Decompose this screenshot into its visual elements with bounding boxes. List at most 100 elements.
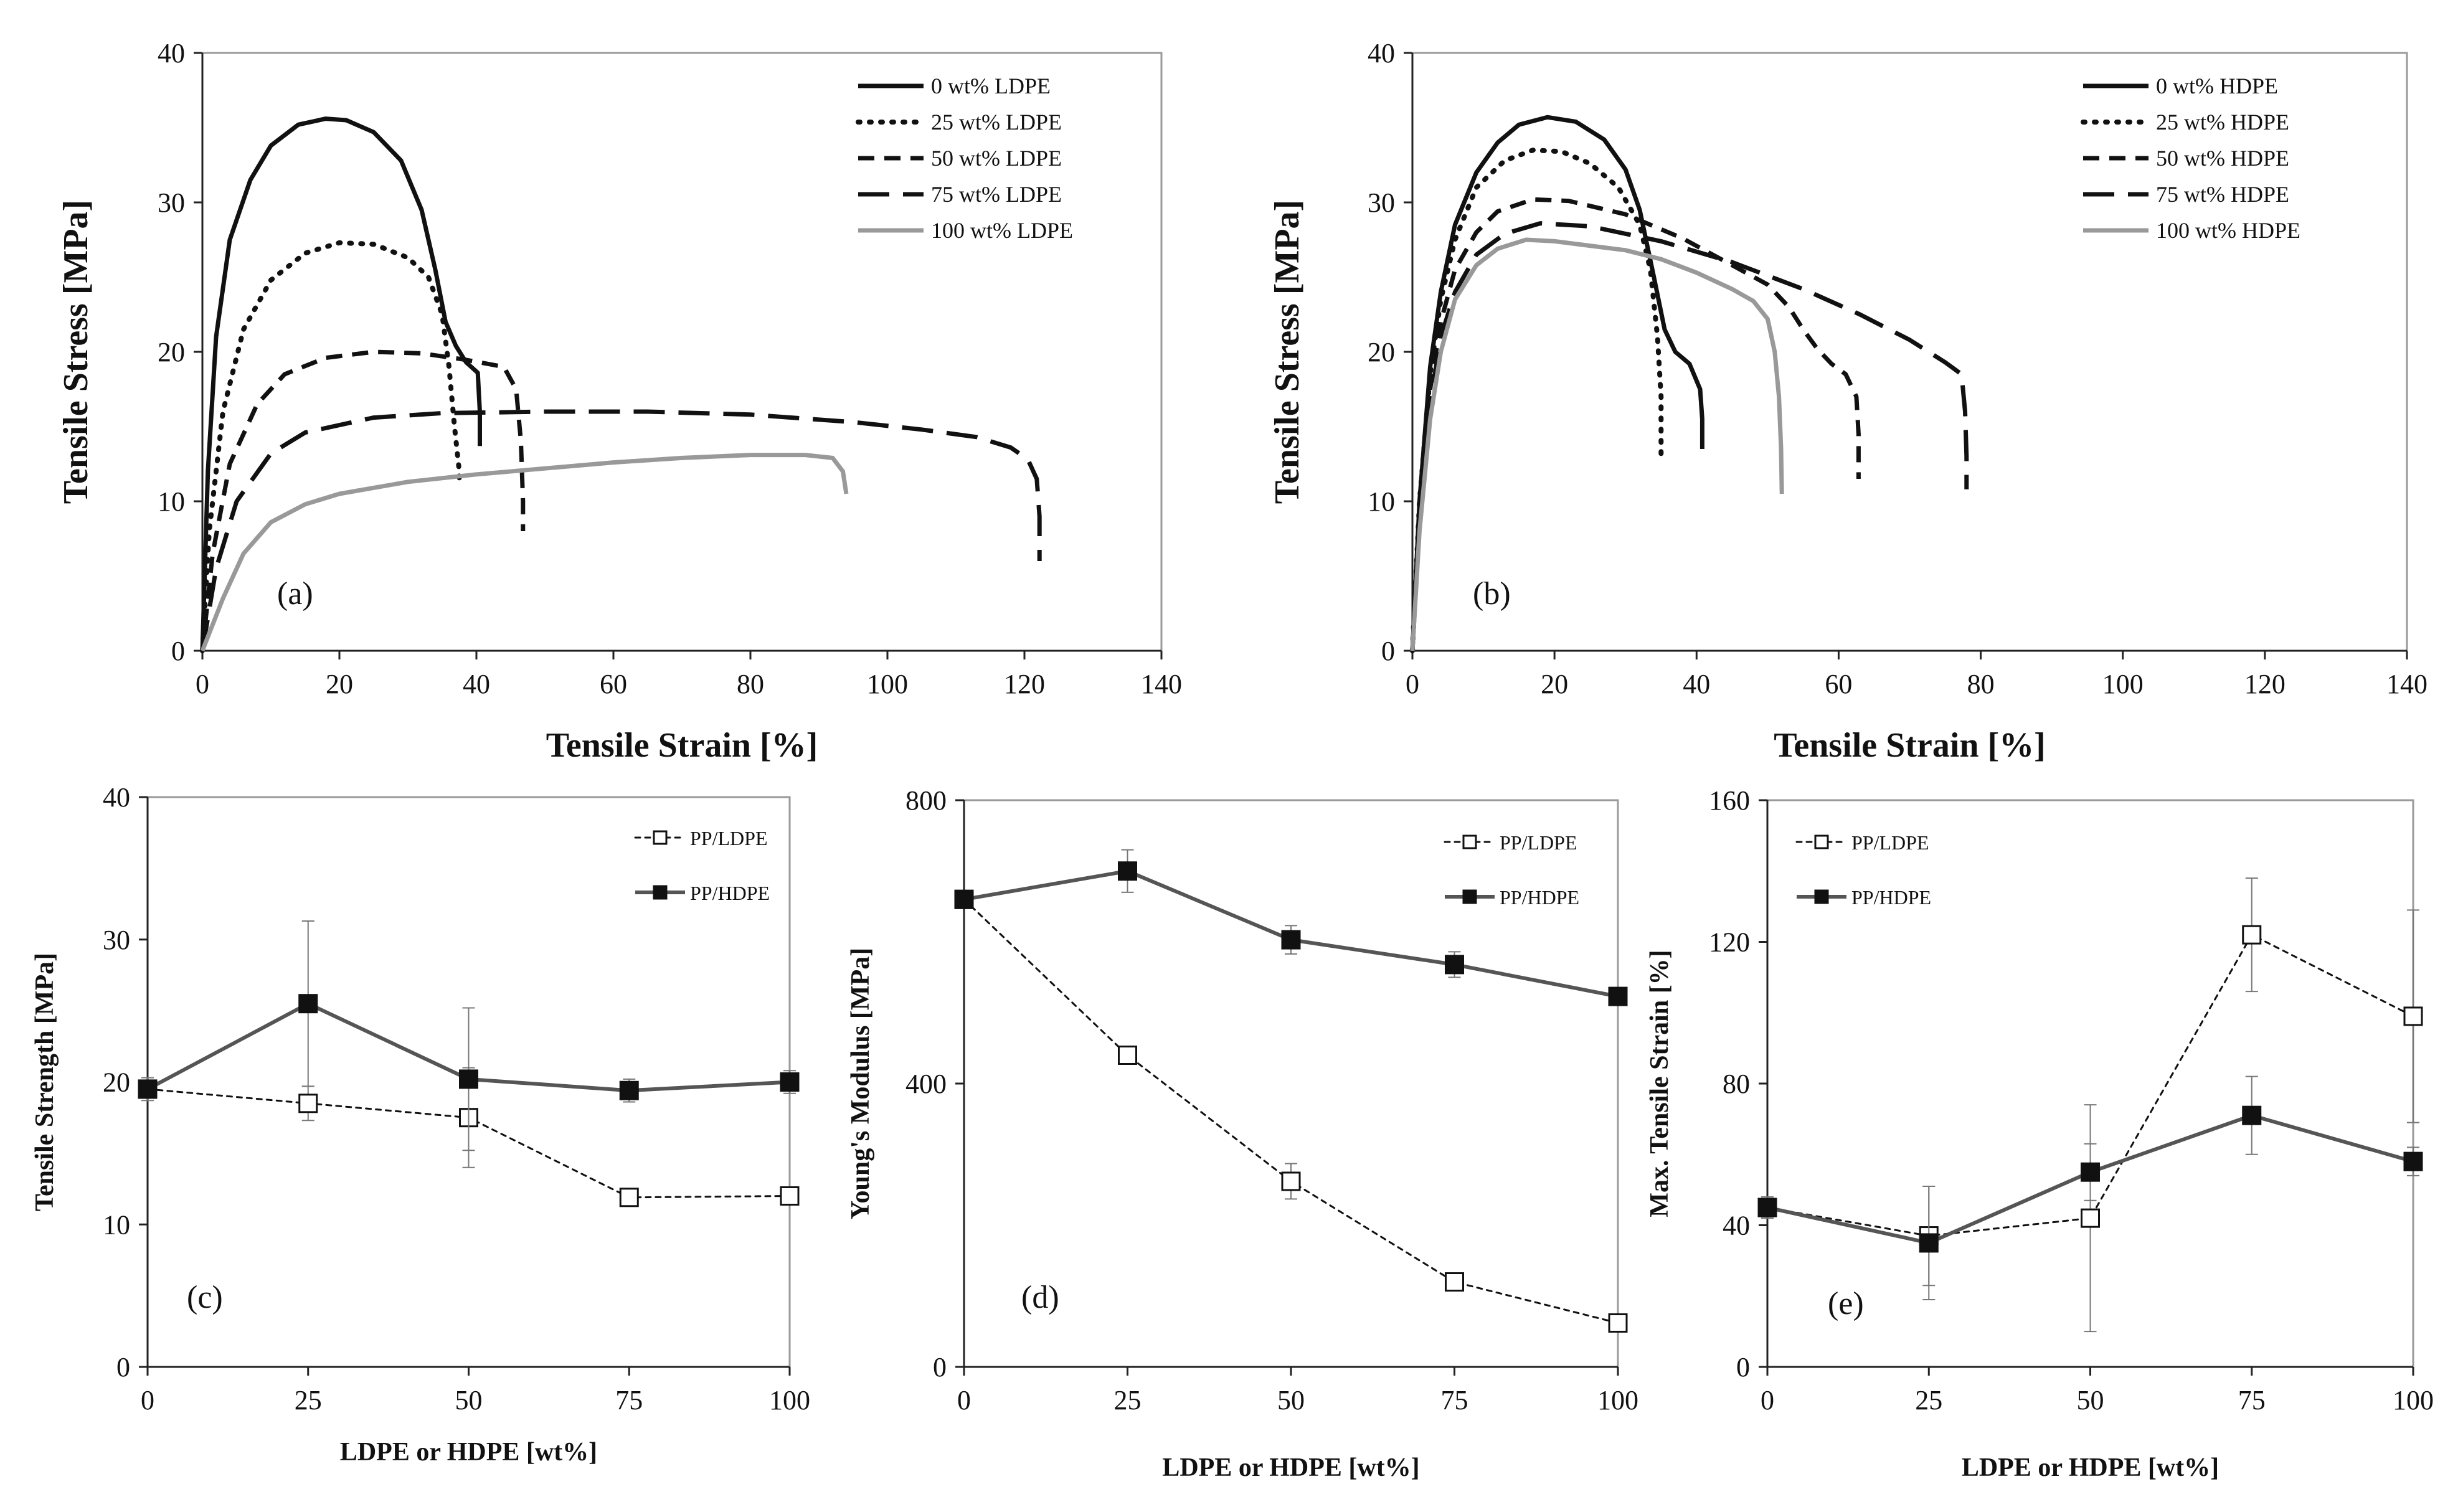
legend-marker	[1462, 834, 1477, 849]
y-tick-label: 120	[1709, 927, 1750, 958]
series-line	[200, 409, 1042, 651]
legend-marker	[1462, 889, 1477, 904]
y-axis-title: Max. Tensile Strain [%]	[1645, 950, 1674, 1217]
series-pp-hdpe: PP/HDPE	[1757, 886, 2423, 1300]
y-axis-title: Tensile Stress [MPa]	[57, 200, 95, 504]
series-line	[200, 240, 462, 653]
y-tick-label: 0	[116, 1352, 130, 1382]
data-point	[2242, 1105, 2262, 1125]
legend-label: PP/LDPE	[1500, 831, 1577, 854]
x-tick-label: 75	[615, 1385, 643, 1415]
series-line	[1410, 237, 1784, 651]
x-tick-label: 0	[957, 1385, 971, 1415]
data-point	[138, 1079, 158, 1099]
y-axis-title: Young's Modulus [MPa]	[846, 948, 875, 1219]
data-point	[1445, 1272, 1464, 1292]
x-tick-label: 140	[1141, 669, 1182, 699]
panel-label: (d)	[1021, 1280, 1059, 1315]
x-tick-label: 100	[2393, 1385, 2434, 1415]
legend-label: PP/LDPE	[1851, 831, 1929, 854]
data-point	[2403, 1151, 2423, 1171]
legend-label: 0 wt% HDPE	[2156, 73, 2278, 98]
y-tick-label: 10	[1368, 486, 1395, 517]
x-tick-label: 100	[1597, 1385, 1638, 1415]
x-tick-label: 60	[1825, 669, 1852, 699]
x-axis-title: Tensile Strain [%]	[1774, 726, 2046, 765]
y-tick-label: 10	[103, 1209, 130, 1240]
y-tick-label: 160	[1709, 785, 1750, 816]
legend-label: 50 wt% LDPE	[931, 146, 1062, 171]
data-point	[1118, 861, 1137, 881]
series-line	[200, 116, 482, 651]
y-tick-label: 30	[1368, 187, 1395, 218]
y-tick-label: 10	[158, 486, 185, 517]
series-pp-hdpe: PP/HDPE	[954, 849, 1628, 1006]
x-tick-label: 50	[455, 1385, 483, 1415]
series-line	[1766, 933, 2414, 1237]
series-line	[200, 453, 849, 652]
y-tick-label: 0	[171, 636, 185, 666]
data-point	[1281, 930, 1301, 950]
series-100-wt-hdpe: 100 wt% HDPE	[1410, 218, 2300, 651]
series-line	[963, 898, 1619, 1324]
data-point	[1118, 1046, 1137, 1065]
data-point	[780, 1186, 800, 1206]
plot-frame	[963, 799, 1619, 1368]
legend-label: PP/HDPE	[690, 882, 770, 904]
legend-label: 50 wt% HDPE	[2156, 146, 2289, 171]
x-tick-label: 60	[600, 669, 627, 699]
x-tick-label: 80	[737, 669, 764, 699]
legend-marker	[1814, 834, 1829, 849]
x-tick-label: 80	[1967, 669, 1995, 699]
x-tick-label: 0	[141, 1385, 154, 1415]
data-point	[2242, 925, 2262, 945]
data-point	[1281, 1171, 1301, 1191]
chart-c: 0 25 50 75 100 0 10 20 30 40 LDPE or HDPE [wt%] Ten…	[31, 782, 810, 1467]
y-axis-title: Tensile Stress [MPa]	[1268, 200, 1307, 504]
x-axis-title: LDPE or HDPE [wt%]	[1162, 1453, 1419, 1482]
x-tick-label: 75	[2238, 1385, 2266, 1415]
y-tick-label: 80	[1723, 1069, 1750, 1099]
legend-label: 100 wt% HDPE	[2156, 218, 2300, 243]
panel-label: (b)	[1473, 576, 1511, 612]
panel-label: (a)	[277, 576, 313, 612]
x-tick-label: 120	[1004, 669, 1045, 699]
series-line	[1410, 221, 1969, 651]
x-tick-label: 120	[2244, 669, 2286, 699]
panel-label: (e)	[1828, 1286, 1864, 1321]
data-point	[1608, 986, 1628, 1006]
chart-b: 0 20 40 60 80 100 120 140 0 10 20 30 40 Tensile Strai…	[1268, 38, 2428, 765]
y-tick-label: 30	[158, 187, 185, 218]
chart-a: 0 20 40 60 80 100 120 140 0 10 20 30 40 Tensile Strai…	[57, 38, 1182, 765]
x-tick-label: 25	[1114, 1385, 1142, 1415]
y-tick-label: 40	[1368, 38, 1395, 69]
y-tick-label: 30	[103, 925, 130, 955]
x-tick-label: 0	[1406, 669, 1419, 699]
data-point	[298, 994, 318, 1014]
y-tick-label: 0	[1381, 636, 1395, 666]
data-point	[619, 1080, 639, 1100]
y-tick-label: 0	[933, 1352, 947, 1382]
x-axis-title: LDPE or HDPE [wt%]	[1962, 1453, 2219, 1482]
y-tick-label: 400	[905, 1069, 947, 1099]
x-tick-label: 0	[1761, 1385, 1774, 1415]
data-point	[2081, 1162, 2100, 1182]
series-line	[1410, 148, 1664, 653]
series-0-wt-ldpe: 0 wt% LDPE	[200, 73, 1051, 651]
x-tick-label: 50	[2077, 1385, 2104, 1415]
data-point	[780, 1072, 800, 1092]
series-75-wt-ldpe: 75 wt% LDPE	[200, 182, 1062, 651]
x-tick-label: 40	[1683, 669, 1710, 699]
data-point	[2403, 1006, 2423, 1026]
y-tick-label: 40	[158, 38, 185, 69]
chart-d: 0 25 50 75 100 0 400 800 LDPE or HDPE [wt%] Young…	[846, 785, 1638, 1482]
x-axis-title: Tensile Strain [%]	[546, 726, 818, 765]
series-100-wt-ldpe: 100 wt% LDPE	[200, 218, 1073, 652]
series-25-wt-hdpe: 25 wt% HDPE	[1410, 110, 2289, 653]
series-50-wt-hdpe: 50 wt% HDPE	[1410, 146, 2289, 651]
x-tick-label: 20	[1541, 669, 1568, 699]
data-point	[1919, 1233, 1939, 1253]
x-axis-title: LDPE or HDPE [wt%]	[340, 1438, 597, 1467]
legend-marker	[1814, 889, 1829, 904]
data-point	[1608, 1313, 1628, 1333]
